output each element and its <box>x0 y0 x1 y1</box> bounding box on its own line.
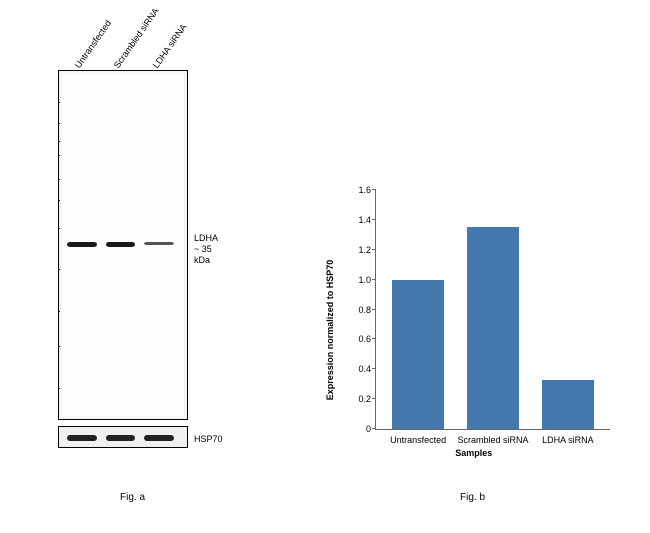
figure-container: UntransfectedScrambled siRNALDHA siRNA 2… <box>0 0 650 533</box>
mw-marker-tick <box>58 102 60 103</box>
protein-band <box>67 242 96 247</box>
control-band <box>144 435 173 441</box>
mw-marker-tick <box>58 141 60 142</box>
chart-y-tick: 1.4 <box>346 215 371 225</box>
blot-main-membrane: 2601601108060504030201510 <box>58 70 188 420</box>
protein-band <box>106 242 135 247</box>
chart-y-tick-mark <box>372 428 376 429</box>
chart-y-tick-mark <box>372 398 376 399</box>
mw-marker-tick <box>58 388 60 389</box>
mw-marker-tick <box>58 346 60 347</box>
panel-a: UntransfectedScrambled siRNALDHA siRNA 2… <box>10 10 290 523</box>
chart-y-tick: 0.6 <box>346 334 371 344</box>
chart-bar <box>392 280 443 429</box>
chart-x-tick-label: LDHA siRNA <box>542 435 594 445</box>
chart-y-tick-mark <box>372 279 376 280</box>
chart-y-tick-mark <box>372 309 376 310</box>
chart-y-axis-label: Expression normalized to HSP70 <box>325 260 335 401</box>
blot-loading-control <box>58 426 188 448</box>
protein-band <box>144 242 173 245</box>
mw-marker-tick <box>58 311 60 312</box>
mw-marker-tick <box>58 123 60 124</box>
chart-y-tick-mark <box>372 249 376 250</box>
chart-x-axis-label: Samples <box>455 448 492 458</box>
control-band <box>67 435 96 441</box>
lane-label: LDHA siRNA <box>151 22 189 70</box>
mw-marker-tick <box>58 269 60 270</box>
control-protein-label: HSP70 <box>194 434 223 445</box>
mw-marker-tick <box>58 155 60 156</box>
figure-a-caption: Fig. a <box>120 492 145 503</box>
chart-x-tick-label: Untransfected <box>390 435 446 445</box>
chart-y-tick: 1.6 <box>346 185 371 195</box>
chart-y-tick: 0.8 <box>346 305 371 315</box>
mw-marker-tick <box>58 200 60 201</box>
bar-chart: Expression normalized to HSP70 00.20.40.… <box>320 190 620 470</box>
control-band <box>106 435 135 441</box>
lane-labels: UntransfectedScrambled siRNALDHA siRNA <box>58 12 208 70</box>
chart-y-tick: 1.0 <box>346 275 371 285</box>
chart-y-tick: 1.2 <box>346 245 371 255</box>
chart-y-tick-mark <box>372 338 376 339</box>
western-blot: UntransfectedScrambled siRNALDHA siRNA 2… <box>58 70 208 448</box>
chart-y-tick: 0.2 <box>346 394 371 404</box>
mw-marker-tick <box>58 228 60 229</box>
lane-label: Untransfected <box>73 18 113 70</box>
mw-marker-tick <box>58 179 60 180</box>
chart-y-tick-mark <box>372 219 376 220</box>
chart-y-tick: 0.4 <box>346 364 371 374</box>
chart-plot-area: 00.20.40.60.81.01.21.41.6UntransfectedSc… <box>375 190 610 430</box>
target-protein-label: LDHA ~ 35 kDa <box>194 233 218 265</box>
panel-b: Expression normalized to HSP70 00.20.40.… <box>290 10 640 523</box>
chart-bar <box>467 227 518 429</box>
chart-y-tick: 0 <box>346 424 371 434</box>
chart-y-tick-mark <box>372 189 376 190</box>
chart-y-tick-mark <box>372 368 376 369</box>
chart-bar <box>542 380 593 429</box>
chart-x-tick-label: Scrambled siRNA <box>457 435 528 445</box>
figure-b-caption: Fig. b <box>460 492 485 503</box>
